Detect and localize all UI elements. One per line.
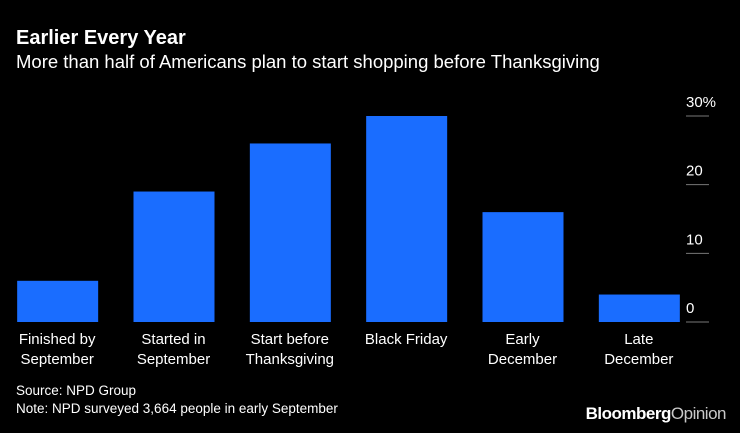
bar xyxy=(17,280,99,322)
bar xyxy=(366,116,448,322)
x-tick-label: Started in September xyxy=(136,331,211,368)
chart-subtitle: More than half of Americans plan to star… xyxy=(16,51,600,72)
chart-title: Earlier Every Year xyxy=(16,27,186,49)
x-tick-label: Late December xyxy=(604,331,674,368)
bar xyxy=(249,143,331,322)
x-tick-label: Early December xyxy=(487,331,558,368)
logo-main: Bloomberg xyxy=(585,404,672,423)
bar xyxy=(482,212,564,322)
bar xyxy=(133,191,215,322)
logo-sub: Opinion xyxy=(670,404,727,423)
y-tick-label: 10 xyxy=(686,231,703,248)
x-tick-label: Finished by September xyxy=(18,331,96,368)
y-tick-label: 20 xyxy=(686,163,703,180)
x-tick-label: Black Friday xyxy=(364,331,448,348)
y-tick-label: 0 xyxy=(686,300,694,317)
source: Source: NPD Group xyxy=(16,383,137,398)
bar xyxy=(598,294,680,322)
x-tick-label: Start before Thanksgiving xyxy=(245,331,335,368)
y-tick-label: 30% xyxy=(686,94,716,111)
logo: BloombergOpinion xyxy=(585,404,727,424)
note: Note: NPD surveyed 3,664 people in early… xyxy=(16,401,338,416)
